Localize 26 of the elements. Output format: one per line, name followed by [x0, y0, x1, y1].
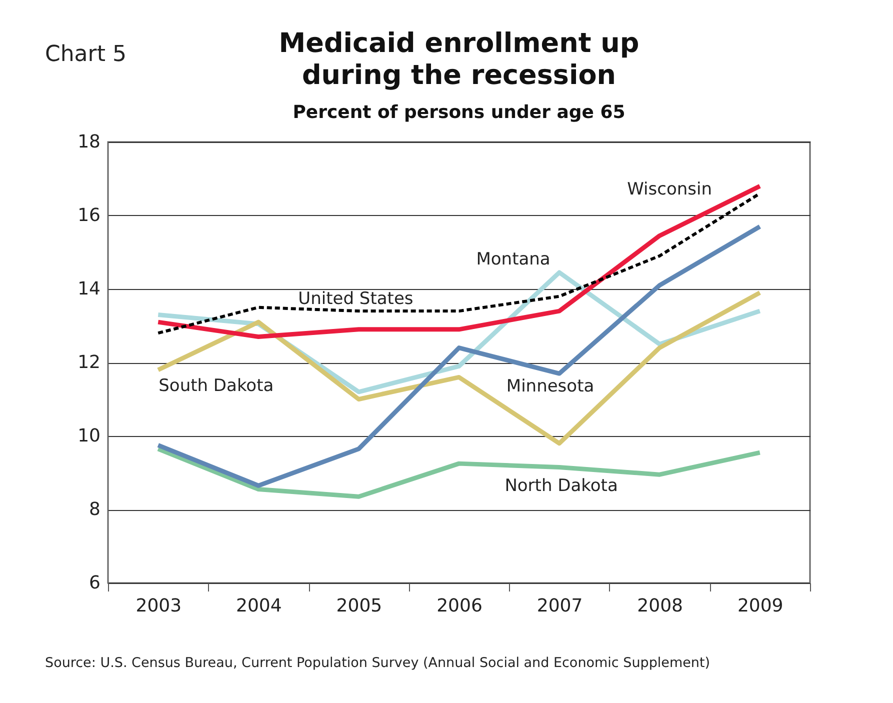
- source-note: Source: U.S. Census Bureau, Current Population Survey (Annual Social and Economic Supplement): [45, 655, 710, 671]
- line-series: [156, 446, 762, 499]
- y-tick-label: 6: [89, 572, 100, 594]
- chart-title: Medicaid enrollment up during the recession: [278, 28, 640, 92]
- series-label: Minnesota: [506, 376, 594, 397]
- x-tick-label: 2009: [737, 596, 784, 616]
- y-tick-label: 16: [78, 205, 100, 226]
- y-tick-label: 18: [78, 132, 100, 152]
- chart-subtitle: Percent of persons under age 65: [292, 102, 626, 123]
- line-series: [156, 290, 762, 446]
- series-label: United States: [298, 289, 414, 310]
- y-tick-label: 12: [78, 352, 100, 373]
- x-tick-label: 2007: [536, 596, 583, 616]
- x-tick-label: 2008: [637, 596, 683, 616]
- series-label: Montana: [476, 249, 550, 270]
- series-label: South Dakota: [158, 376, 274, 396]
- y-tick-label: 14: [78, 278, 100, 300]
- x-tick-label: 2004: [236, 596, 282, 616]
- y-tick-label: 10: [78, 426, 100, 446]
- x-tick-label: 2006: [436, 596, 482, 616]
- caption: Chart 5: [45, 42, 126, 67]
- series-label: North Dakota: [504, 476, 618, 496]
- y-tick-label: 8: [89, 499, 100, 520]
- x-tick-label: 2003: [136, 596, 182, 616]
- series-label: Wisconsin: [627, 180, 712, 200]
- x-tick-label: 2005: [336, 596, 382, 616]
